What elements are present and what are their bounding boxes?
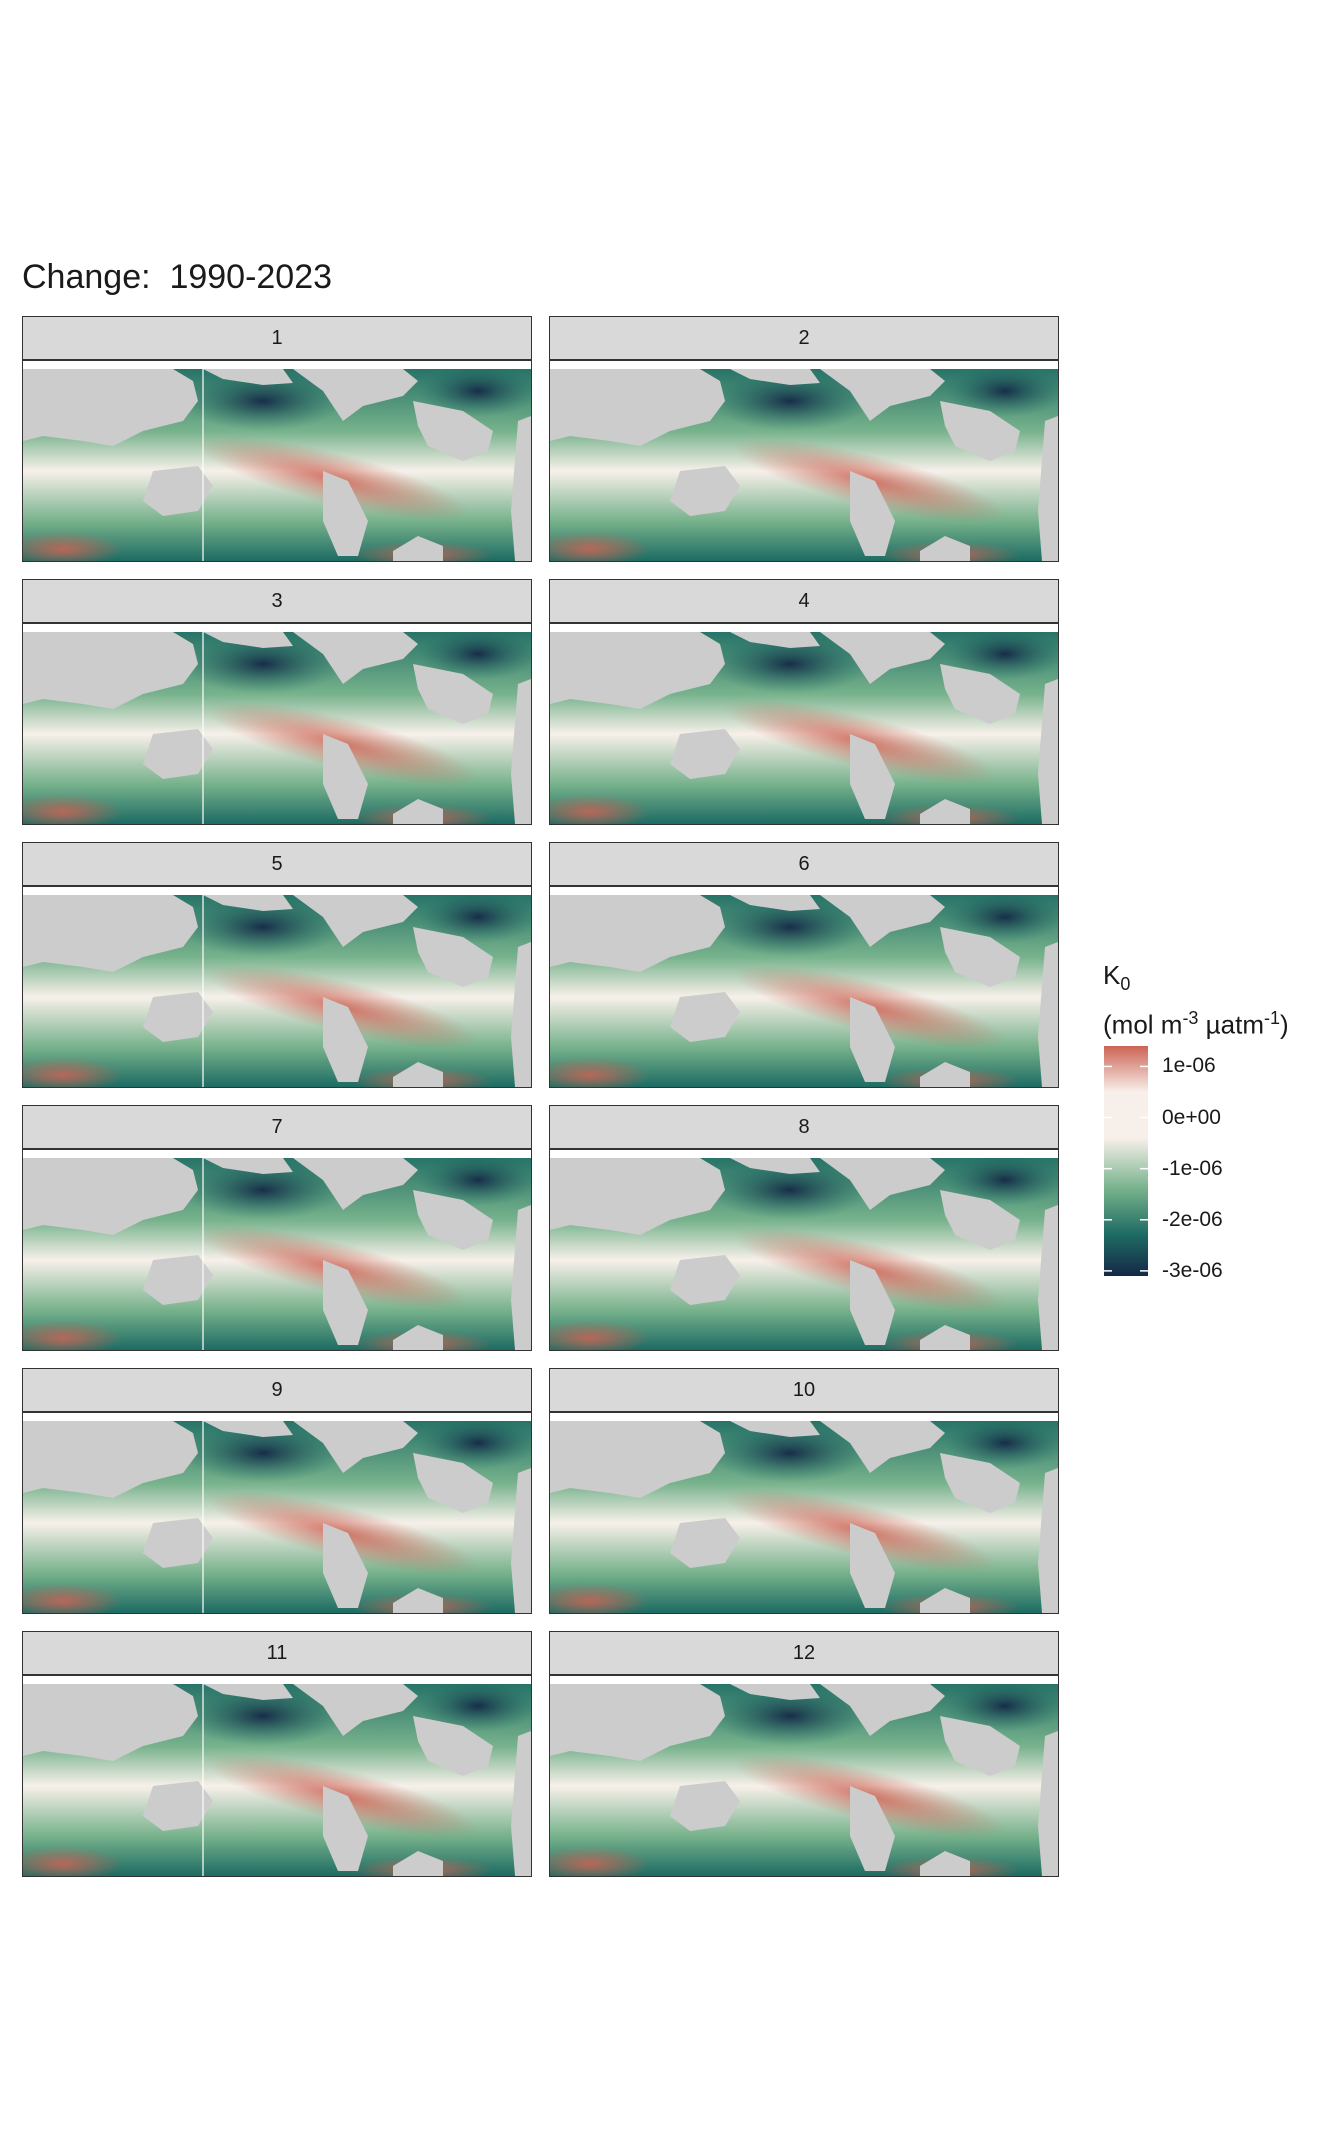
legend-tick-label: -3e-06 <box>1162 1258 1223 1282</box>
facet-map <box>22 1412 532 1614</box>
facet-map <box>22 1149 532 1351</box>
legend-tick-label: 1e-06 <box>1162 1054 1216 1078</box>
facet-panel: 2 <box>549 316 1061 564</box>
facet-strip-label: 1 <box>22 316 532 360</box>
facet-strip-label: 5 <box>22 842 532 886</box>
ocean-map-svg <box>23 1413 531 1613</box>
facet-strip-label: 6 <box>549 842 1059 886</box>
facet-panel: 4 <box>549 579 1061 827</box>
ocean-map-svg <box>23 361 531 561</box>
facet-panel: 6 <box>549 842 1061 1090</box>
facet-map <box>549 1675 1059 1877</box>
ocean-map-svg <box>550 361 1058 561</box>
facet-panel: 10 <box>549 1368 1061 1616</box>
legend-unit-suffix: ) <box>1280 1009 1289 1040</box>
ocean-map-svg <box>23 1150 531 1350</box>
ocean-map-svg <box>550 1413 1058 1613</box>
legend-tick-label: -1e-06 <box>1162 1156 1223 1180</box>
facet-strip-label: 10 <box>549 1368 1059 1412</box>
legend-gradient <box>1104 1046 1148 1276</box>
facet-strip-label: 4 <box>549 579 1059 623</box>
facet-map <box>549 1149 1059 1351</box>
facet-map <box>22 360 532 562</box>
ocean-map-svg <box>550 1676 1058 1876</box>
ocean-map-svg <box>550 624 1058 824</box>
facet-map <box>22 1675 532 1877</box>
facet-panel: 12 <box>549 1631 1061 1879</box>
facet-strip-label: 11 <box>22 1631 532 1675</box>
figure-title: Change: 1990-2023 <box>22 258 333 296</box>
facet-strip-label: 7 <box>22 1105 532 1149</box>
facet-map <box>22 886 532 1088</box>
legend-colorbar <box>1104 1046 1148 1276</box>
ocean-map-svg <box>23 1676 531 1876</box>
facet-map <box>549 623 1059 825</box>
ocean-map-svg <box>550 1150 1058 1350</box>
legend-unit-prefix: (mol m <box>1103 1009 1183 1040</box>
ocean-map-svg <box>23 624 531 824</box>
facet-strip-label: 2 <box>549 316 1059 360</box>
ocean-map-svg <box>550 887 1058 1087</box>
facet-map <box>22 623 532 825</box>
facet-panel: 11 <box>22 1631 534 1879</box>
legend-unit-exp1: -3 <box>1182 1008 1199 1029</box>
facet-strip-label: 8 <box>549 1105 1059 1149</box>
facet-strip-label: 3 <box>22 579 532 623</box>
facet-panel: 7 <box>22 1105 534 1353</box>
ocean-map-svg <box>23 887 531 1087</box>
facet-strip-label: 9 <box>22 1368 532 1412</box>
facet-strip-label: 12 <box>549 1631 1059 1675</box>
facet-panel: 3 <box>22 579 534 827</box>
legend-title: K0 (mol m-3 µatm-1) <box>1103 958 1289 1042</box>
legend-unit-exp2: -1 <box>1264 1008 1281 1029</box>
facet-panel: 5 <box>22 842 534 1090</box>
legend-title-main: K <box>1103 960 1121 990</box>
facet-map <box>549 1412 1059 1614</box>
legend-title-sub: 0 <box>1120 974 1131 995</box>
legend-tick-label: 0e+00 <box>1162 1105 1221 1129</box>
legend-unit-mid: µatm <box>1198 1009 1264 1040</box>
facet-panel: 8 <box>549 1105 1061 1353</box>
facet-map <box>549 886 1059 1088</box>
facet-panel: 1 <box>22 316 534 564</box>
legend-tick-label: -2e-06 <box>1162 1207 1223 1231</box>
facet-panel: 9 <box>22 1368 534 1616</box>
facet-map <box>549 360 1059 562</box>
